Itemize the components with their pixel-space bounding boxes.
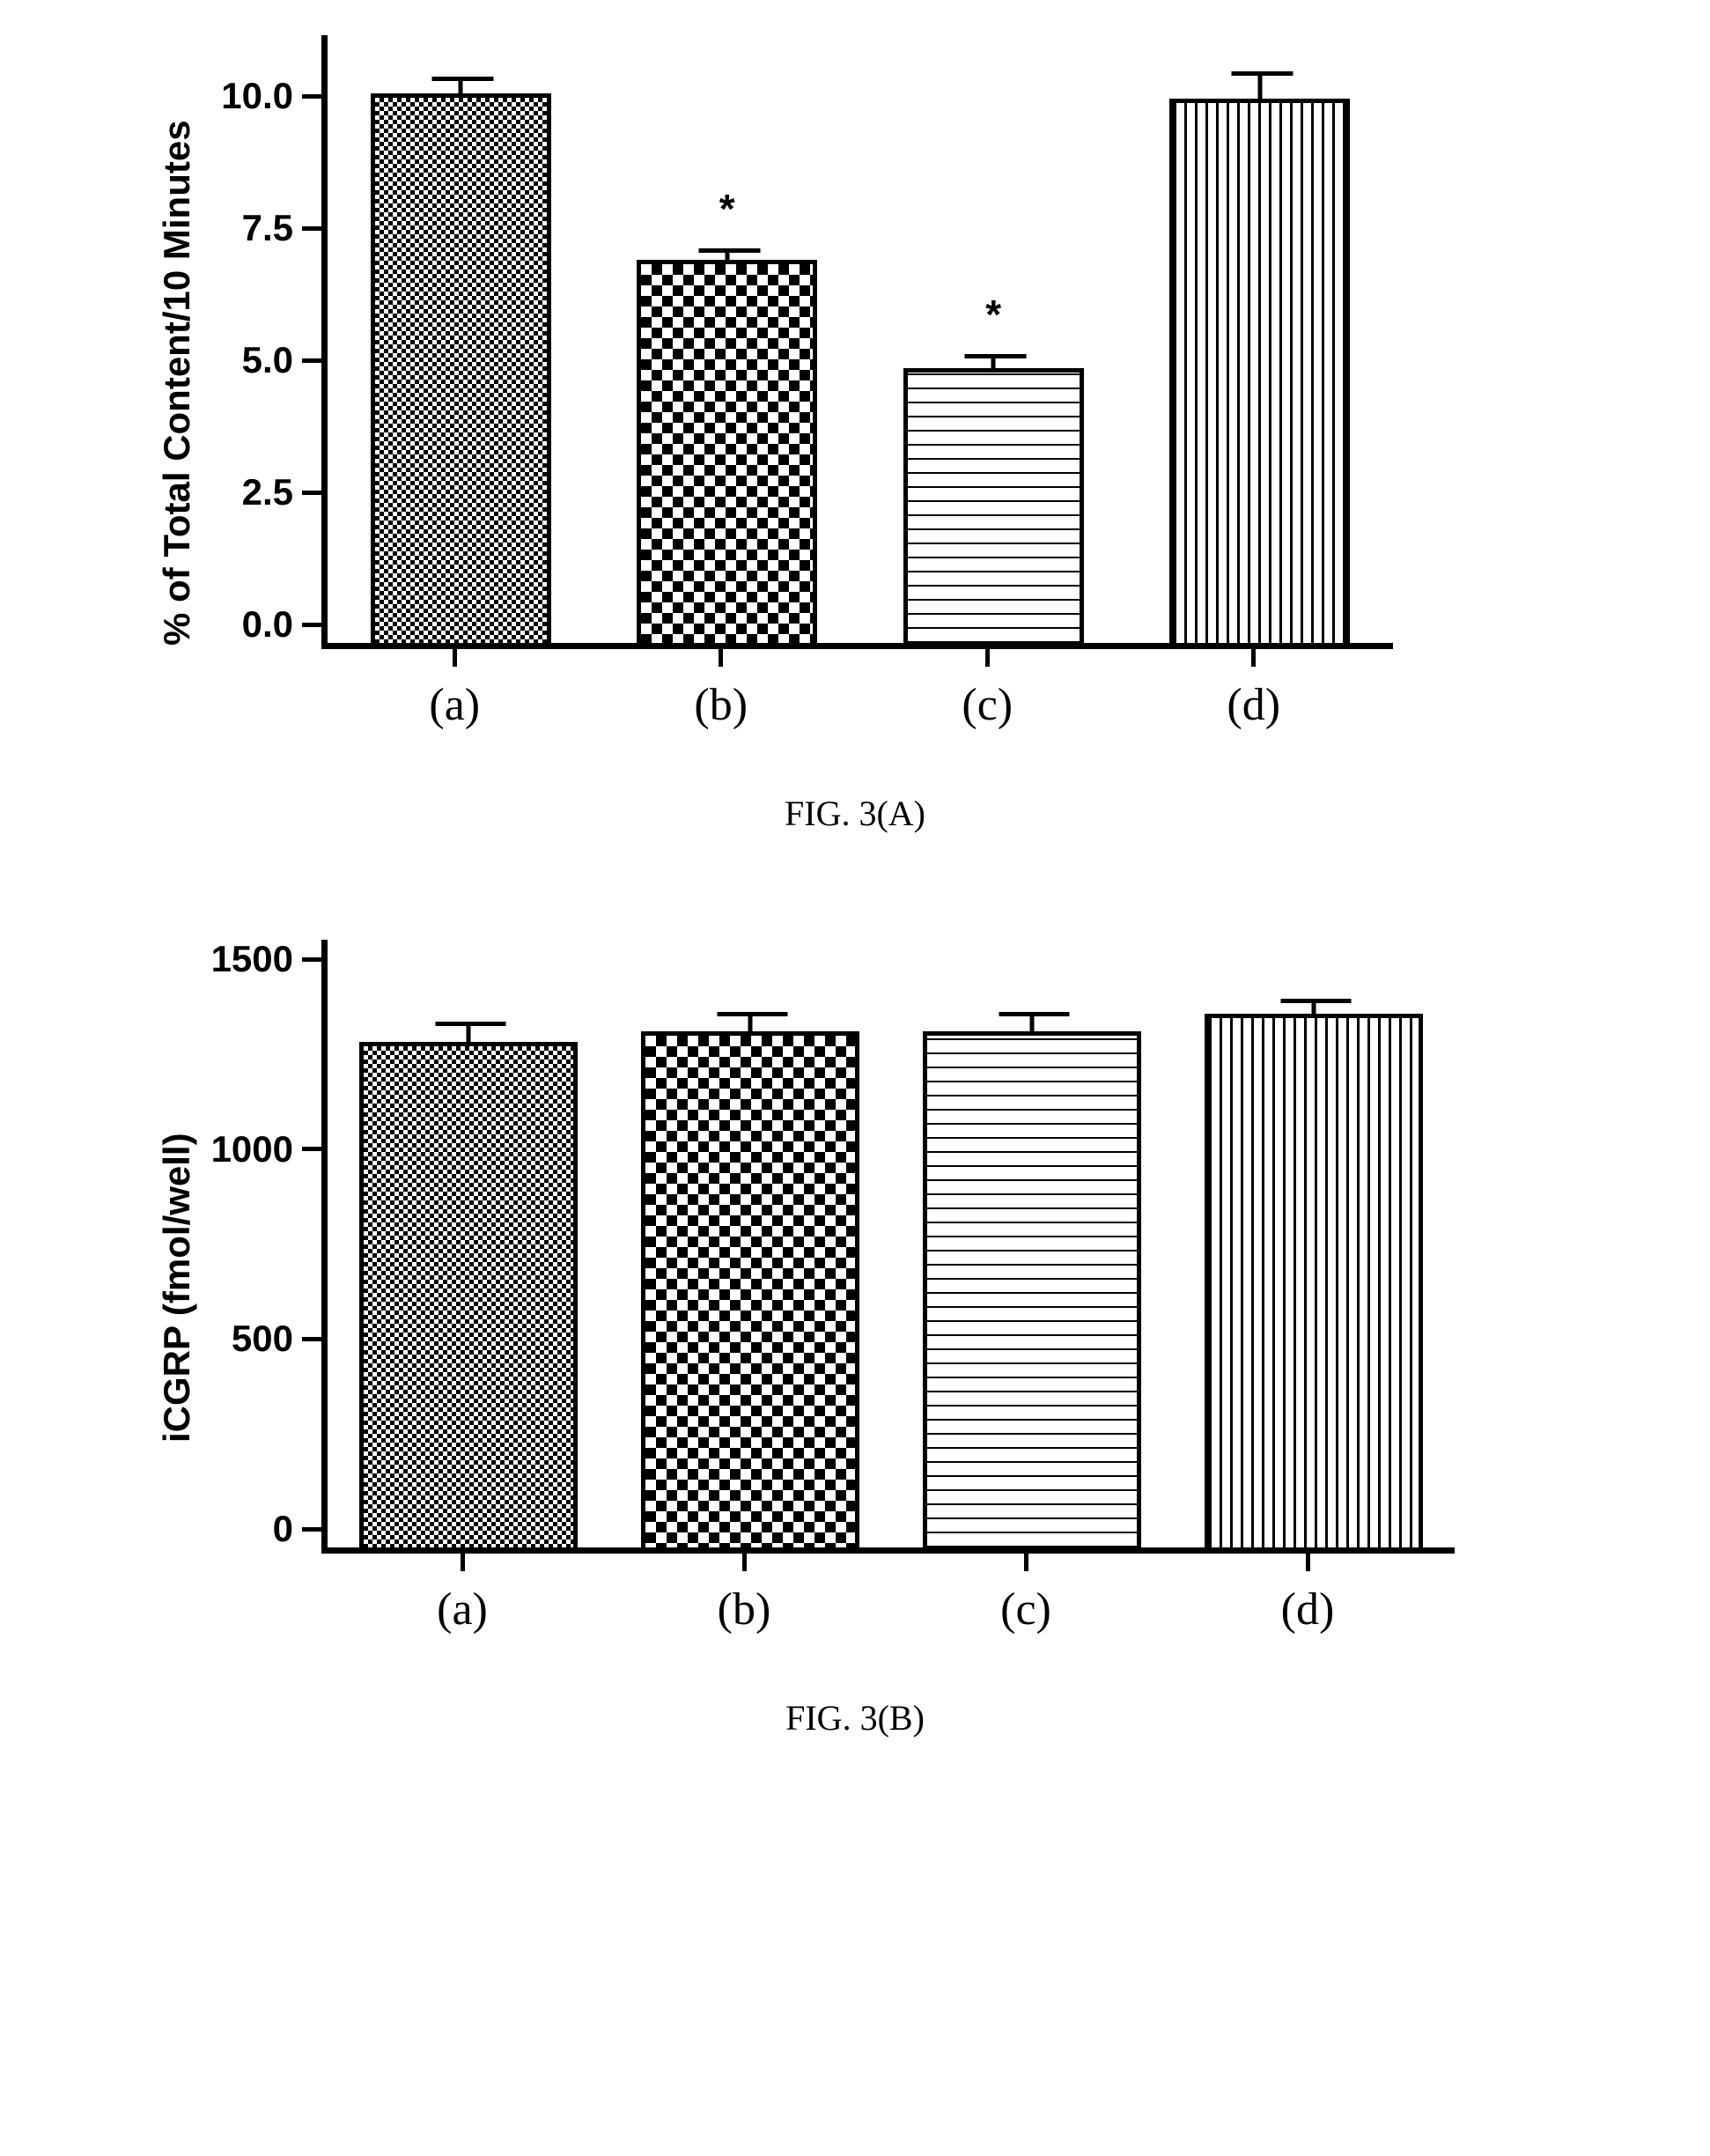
x-tick-label: (c): [962, 679, 1013, 731]
error-bar: [748, 1015, 753, 1036]
bar-(b): [637, 260, 817, 643]
x-tick-mark: [985, 647, 990, 667]
y-tick-label: 1500: [211, 938, 293, 980]
error-bar: [725, 251, 729, 264]
plot-area: [321, 940, 1455, 1554]
bar-(c): [923, 1031, 1141, 1548]
error-cap: [965, 354, 1027, 358]
x-tick-mark: [742, 1552, 747, 1571]
x-tick-label: (d): [1227, 679, 1280, 731]
bar-(a): [371, 93, 551, 643]
y-tick-label: 0.0: [242, 603, 293, 646]
y-tick-mark: [302, 957, 321, 962]
y-tick-mark: [302, 1147, 321, 1151]
x-tick-label: (a): [437, 1584, 488, 1635]
y-tick-mark: [302, 358, 321, 363]
error-bar: [467, 1024, 471, 1047]
plot-area: **: [321, 35, 1393, 649]
y-tick-label: 7.5: [242, 207, 293, 249]
error-cap: [698, 248, 760, 253]
x-tick-label: (d): [1281, 1584, 1335, 1635]
x-tick-mark: [1251, 647, 1256, 667]
x-tick-mark: [453, 647, 457, 667]
y-tick-mark: [302, 1527, 321, 1532]
y-tick-mark: [302, 623, 321, 627]
y-axis-label: iCGRP (fmol/well): [151, 984, 198, 1591]
error-cap: [999, 1012, 1070, 1016]
figure-caption: FIG. 3(A): [151, 793, 1559, 834]
bar-(d): [1205, 1014, 1423, 1547]
x-tick-label: (a): [429, 679, 480, 731]
bar-(b): [641, 1031, 859, 1548]
error-bar: [1312, 1001, 1316, 1018]
x-tick-label: (b): [694, 679, 748, 731]
y-tick-label: 0: [273, 1508, 293, 1550]
error-cap: [436, 1022, 506, 1026]
error-cap: [1281, 999, 1352, 1003]
y-tick-mark: [302, 491, 321, 495]
error-bar: [1030, 1015, 1035, 1036]
bar-(d): [1169, 99, 1350, 643]
x-tick-mark: [1306, 1552, 1310, 1571]
error-bar: [1257, 74, 1262, 103]
y-tick-mark: [302, 226, 321, 231]
figure-caption: FIG. 3(B): [151, 1697, 1559, 1739]
x-tick-mark: [1024, 1552, 1028, 1571]
bar-(a): [359, 1042, 578, 1547]
x-tick-mark: [461, 1552, 465, 1571]
x-tick-label: (c): [1000, 1584, 1051, 1635]
significance-marker: *: [719, 185, 735, 233]
x-tick-mark: [719, 647, 723, 667]
y-tick-label: 2.5: [242, 471, 293, 513]
significance-marker: *: [985, 291, 1001, 338]
x-tick-label: (b): [718, 1584, 771, 1635]
error-cap: [718, 1012, 788, 1016]
error-bar: [459, 79, 463, 98]
error-cap: [1231, 71, 1293, 76]
bar-(c): [903, 368, 1084, 643]
y-tick-label: 1000: [211, 1128, 293, 1170]
y-tick-label: 500: [232, 1318, 293, 1360]
y-tick-mark: [302, 1337, 321, 1341]
error-cap: [432, 77, 494, 81]
y-tick-mark: [302, 94, 321, 99]
y-tick-label: 5.0: [242, 339, 293, 381]
error-bar: [991, 357, 996, 373]
y-tick-label: 10.0: [221, 75, 293, 117]
y-axis-label: % of Total Content/10 Minutes: [151, 79, 198, 687]
